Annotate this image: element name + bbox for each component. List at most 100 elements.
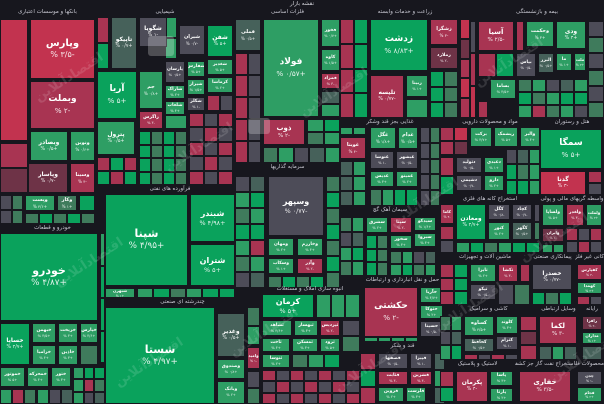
stock-tile-شبندر[interactable]: شبندر +۴/۹۸ % bbox=[190, 194, 235, 242]
filler-stock-tile[interactable] bbox=[332, 392, 346, 404]
filler-stock-tile[interactable] bbox=[304, 370, 318, 382]
filler-stock-tile[interactable] bbox=[440, 264, 454, 278]
filler-stock-tile[interactable] bbox=[151, 131, 163, 145]
filler-stock-tile[interactable] bbox=[377, 235, 388, 249]
filler-stock-tile[interactable] bbox=[189, 156, 204, 171]
filler-stock-tile[interactable] bbox=[235, 53, 248, 75]
filler-stock-tile[interactable] bbox=[340, 43, 354, 69]
filler-stock-tile[interactable] bbox=[517, 164, 529, 180]
filler-stock-tile[interactable] bbox=[250, 224, 265, 240]
stock-tile-گدنا[interactable]: گدنا -۳ % bbox=[540, 171, 586, 195]
filler-stock-tile[interactable] bbox=[137, 288, 154, 298]
filler-stock-tile[interactable] bbox=[151, 171, 163, 185]
stock-tile-ثشاهد[interactable]: ثشاهد +۴/۶ % bbox=[262, 320, 292, 336]
filler-stock-tile[interactable] bbox=[532, 92, 546, 105]
stock-tile-ما[interactable]: ما +۱ % bbox=[556, 53, 572, 71]
filler-stock-tile[interactable] bbox=[444, 71, 458, 87]
filler-stock-tile[interactable] bbox=[413, 263, 425, 276]
stock-tile-ثاخت[interactable]: ثاخت +۴ % bbox=[262, 338, 290, 352]
stock-tile-کاوه[interactable]: کاوه +۱/۵ % bbox=[321, 49, 340, 71]
filler-stock-tile[interactable] bbox=[332, 381, 346, 393]
filler-stock-tile[interactable] bbox=[366, 235, 377, 249]
filler-stock-tile[interactable] bbox=[326, 224, 340, 240]
filler-stock-tile[interactable] bbox=[248, 97, 261, 119]
filler-stock-tile[interactable] bbox=[83, 367, 95, 380]
stock-tile-سمگا[interactable]: سمگا +۵ % bbox=[540, 129, 602, 169]
stock-tile-وایران[interactable]: وایران -۱ % bbox=[542, 228, 564, 242]
filler-stock-tile[interactable] bbox=[218, 170, 233, 185]
stock-tile-آریا[interactable]: آریا +۵ % bbox=[97, 71, 137, 119]
filler-stock-tile[interactable] bbox=[406, 99, 428, 118]
stock-tile-پاسا[interactable]: پاسا +۳ % bbox=[490, 371, 513, 386]
filler-stock-tile[interactable] bbox=[340, 93, 354, 118]
filler-stock-tile[interactable] bbox=[346, 370, 360, 382]
stock-tile-وغدیر[interactable]: وغدیر +۰/۵ % bbox=[217, 313, 245, 357]
filler-stock-tile[interactable] bbox=[189, 170, 204, 185]
stock-tile-کلوند[interactable]: کلوند +۳ % bbox=[496, 316, 518, 334]
filler-stock-tile[interactable] bbox=[110, 157, 124, 171]
filler-stock-tile[interactable] bbox=[326, 272, 340, 288]
stock-tile-ومهان[interactable]: ومهان +۲ % bbox=[268, 238, 294, 256]
filler-stock-tile[interactable] bbox=[218, 127, 233, 142]
stock-tile-وبانک[interactable]: وبانک +۲ % bbox=[217, 381, 245, 404]
stock-tile-کحافظ[interactable]: کحافظ +۰/۵ % bbox=[464, 338, 494, 352]
filler-stock-tile[interactable] bbox=[248, 75, 261, 97]
filler-stock-tile[interactable] bbox=[332, 370, 346, 382]
stock-tile-زبینا[interactable]: زبینا +۱ % bbox=[406, 75, 428, 97]
filler-stock-tile[interactable] bbox=[276, 370, 290, 382]
stock-tile-کترام[interactable]: کترام -۱ % bbox=[496, 336, 518, 350]
filler-stock-tile[interactable] bbox=[460, 78, 470, 99]
filler-stock-tile[interactable] bbox=[97, 157, 111, 171]
filler-stock-tile[interactable] bbox=[345, 294, 360, 318]
filler-stock-tile[interactable] bbox=[460, 98, 470, 118]
filler-stock-tile[interactable] bbox=[518, 92, 532, 105]
filler-stock-tile[interactable] bbox=[534, 222, 540, 240]
filler-stock-tile[interactable] bbox=[340, 191, 353, 206]
filler-stock-tile[interactable] bbox=[430, 102, 444, 118]
filler-stock-tile[interactable] bbox=[444, 86, 458, 103]
filler-stock-tile[interactable] bbox=[73, 367, 84, 380]
filler-stock-tile[interactable] bbox=[506, 164, 518, 180]
filler-stock-tile[interactable] bbox=[532, 79, 546, 92]
filler-stock-tile[interactable] bbox=[0, 209, 12, 224]
filler-stock-tile[interactable] bbox=[340, 261, 352, 276]
filler-stock-tile[interactable] bbox=[420, 190, 430, 206]
stock-tile-وبملت[interactable]: وبملت -۲ % bbox=[30, 81, 95, 129]
filler-stock-tile[interactable] bbox=[250, 192, 265, 208]
filler-stock-tile[interactable] bbox=[97, 43, 109, 69]
filler-stock-tile[interactable] bbox=[420, 127, 430, 143]
filler-stock-tile[interactable] bbox=[0, 168, 28, 193]
filler-stock-tile[interactable] bbox=[470, 85, 476, 118]
filler-stock-tile[interactable] bbox=[203, 127, 219, 142]
stock-tile-سخوز[interactable]: سخوز +۳ % bbox=[390, 235, 412, 249]
filler-stock-tile[interactable] bbox=[588, 53, 604, 70]
filler-stock-tile[interactable] bbox=[235, 176, 250, 192]
filler-stock-tile[interactable] bbox=[360, 370, 376, 387]
filler-stock-tile[interactable] bbox=[460, 58, 470, 79]
stock-tile-دعبدی[interactable]: دعبدی +۱ % bbox=[484, 157, 504, 173]
filler-stock-tile[interactable] bbox=[454, 127, 468, 141]
stock-tile-تاپیکو[interactable]: تاپیکو +۰/۷ % bbox=[111, 17, 137, 69]
filler-stock-tile[interactable] bbox=[589, 296, 602, 305]
filler-stock-tile[interactable] bbox=[235, 97, 248, 119]
stock-tile-خزامیا[interactable]: خزامیا +۴ % bbox=[32, 345, 56, 365]
filler-stock-tile[interactable] bbox=[247, 371, 260, 388]
filler-stock-tile[interactable] bbox=[340, 161, 353, 176]
filler-stock-tile[interactable] bbox=[94, 391, 105, 404]
filler-stock-tile[interactable] bbox=[520, 330, 537, 346]
filler-stock-tile[interactable] bbox=[81, 213, 95, 224]
stock-tile-پارسان[interactable]: پارسان +۰/۵ % bbox=[165, 61, 185, 83]
filler-stock-tile[interactable] bbox=[97, 17, 109, 43]
filler-stock-tile[interactable] bbox=[498, 284, 514, 305]
stock-tile-والبر[interactable]: والبر +۴ % bbox=[520, 127, 540, 147]
filler-stock-tile[interactable] bbox=[276, 381, 290, 393]
filler-stock-tile[interactable] bbox=[100, 330, 105, 363]
filler-stock-tile[interactable] bbox=[542, 244, 553, 253]
stock-tile-قزوین[interactable]: قزوین +۲ % bbox=[378, 387, 404, 402]
filler-stock-tile[interactable] bbox=[582, 346, 602, 360]
filler-stock-tile[interactable] bbox=[123, 157, 137, 171]
stock-tile-وپارس[interactable]: وپارس -۳/۵ % bbox=[30, 19, 95, 79]
stock-tile-دتولید[interactable]: دتولید -۰/۵ % bbox=[456, 157, 482, 173]
filler-stock-tile[interactable] bbox=[262, 381, 276, 393]
filler-stock-tile[interactable] bbox=[413, 251, 425, 264]
